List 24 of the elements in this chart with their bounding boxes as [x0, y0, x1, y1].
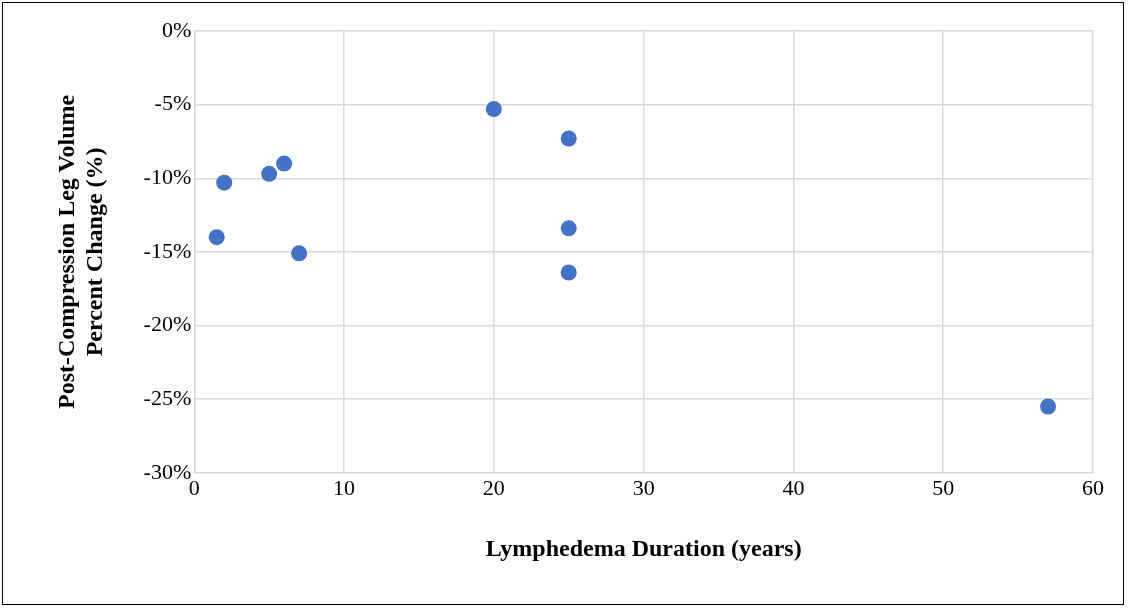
y-tick-label: 0%	[161, 16, 192, 42]
x-tick-label: 10	[333, 474, 356, 500]
x-tick-label: 40	[782, 474, 805, 500]
point	[216, 174, 233, 191]
y-tick-label: -10%	[143, 164, 192, 190]
point	[560, 220, 577, 237]
y-tick-label: -15%	[143, 237, 192, 263]
point	[560, 130, 577, 147]
point	[291, 245, 308, 262]
point	[208, 229, 225, 246]
point	[485, 101, 502, 118]
x-axis-title: Lymphedema Duration (years)	[485, 534, 802, 561]
point	[1040, 398, 1057, 415]
x-tick-label: 60	[1082, 474, 1104, 500]
y-tick-label: -25%	[143, 384, 192, 410]
x-tick-label: 50	[932, 474, 955, 500]
point	[560, 264, 577, 281]
x-tick-label: 20	[482, 474, 505, 500]
point	[276, 155, 293, 172]
y-tick-label: -20%	[143, 311, 192, 337]
point	[261, 165, 278, 182]
y-axis-title: Post-Compression Leg Volume Percent Change (%)	[52, 94, 108, 410]
y-tick-label: -5%	[154, 90, 192, 116]
x-tick-label: 30	[632, 474, 655, 500]
